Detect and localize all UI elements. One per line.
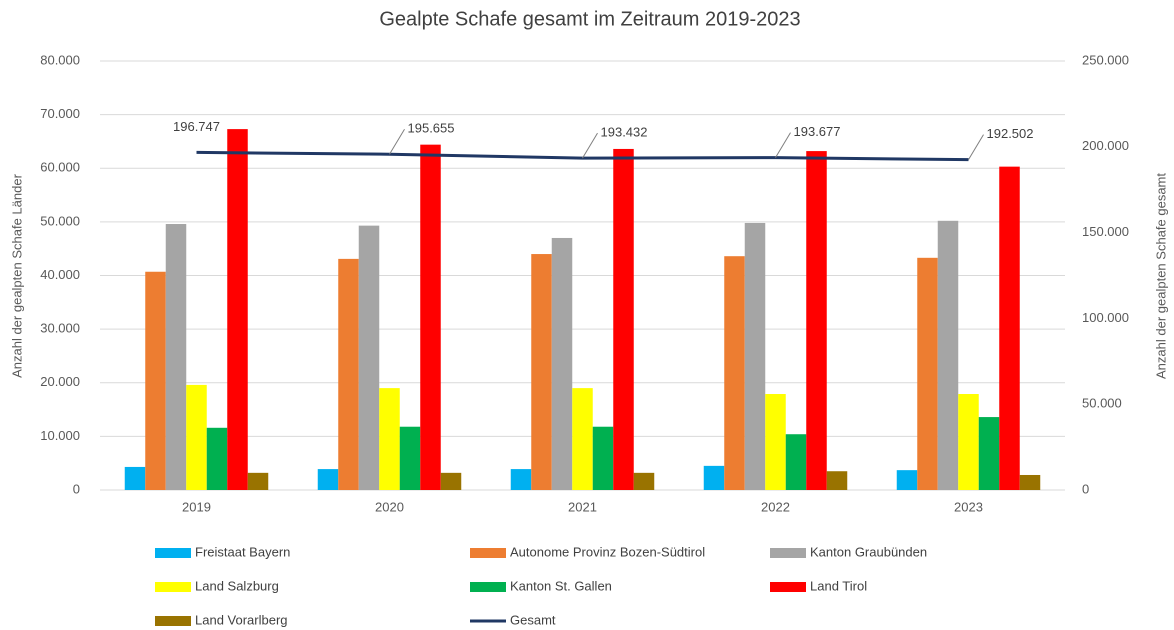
legend-label: Autonome Provinz Bozen-Südtirol: [510, 544, 705, 559]
y-tick-label: 80.000: [40, 52, 80, 67]
bar: [165, 224, 187, 490]
bar: [806, 151, 827, 490]
bar: [592, 426, 614, 490]
y2-tick-label: 150.000: [1082, 224, 1129, 239]
y-tick-label: 20.000: [40, 374, 80, 389]
y2-tick-label: 50.000: [1082, 396, 1122, 411]
leader-line: [968, 134, 984, 160]
bar: [440, 472, 462, 490]
line: [196, 150, 969, 162]
x-tick-label: 2023: [954, 499, 983, 514]
bar: [206, 427, 228, 490]
x-tick-label: 2020: [375, 499, 404, 514]
legend-label: Land Vorarlberg: [195, 612, 288, 627]
bar: [937, 220, 959, 491]
legend-swatch: [770, 582, 806, 592]
y-tick-label: 10.000: [40, 428, 80, 443]
legend-label: Kanton St. Gallen: [510, 578, 612, 593]
legend-label: Land Tirol: [810, 578, 867, 593]
bar: [765, 394, 786, 490]
bar: [145, 271, 166, 490]
legend-swatch: [155, 582, 191, 592]
bar: [531, 254, 552, 490]
bar: [978, 417, 1000, 490]
bar: [917, 257, 938, 490]
chart-title: Gealpte Schafe gesamt im Zeitraum 2019-2…: [379, 8, 800, 30]
bar: [958, 394, 979, 490]
bar: [379, 388, 400, 490]
legend-label: Freistaat Bayern: [195, 544, 290, 559]
data-label: 195.655: [408, 121, 455, 136]
y-tick-label: 50.000: [40, 213, 80, 228]
y-tick-label: 30.000: [40, 321, 80, 336]
y2-tick-label: 0: [1082, 481, 1089, 496]
bar: [124, 466, 146, 490]
y-tick-label: 70.000: [40, 106, 80, 121]
bar: [633, 472, 655, 490]
data-label: 193.677: [794, 124, 841, 139]
legend-swatch: [470, 548, 506, 558]
bar: [613, 148, 634, 490]
bar: [186, 384, 207, 490]
bar: [703, 465, 725, 490]
bar: [999, 166, 1020, 491]
legend-swatch: [770, 548, 806, 558]
x-tick-label: 2019: [182, 499, 211, 514]
bar: [358, 225, 380, 490]
legend-label: Gesamt: [510, 612, 556, 627]
y2-tick-label: 200.000: [1082, 138, 1129, 153]
bar: [420, 144, 441, 490]
bar: [510, 469, 532, 490]
bar: [338, 258, 359, 490]
bar: [227, 129, 248, 490]
bar: [744, 222, 766, 490]
bar: [896, 470, 918, 490]
bar: [551, 237, 573, 490]
y-tick-label: 60.000: [40, 160, 80, 175]
bar: [724, 256, 745, 490]
legend-label: Kanton Graubünden: [810, 544, 927, 559]
y-tick-label: 0: [73, 481, 80, 496]
bar: [785, 434, 807, 490]
y2-tick-label: 250.000: [1082, 52, 1129, 67]
legend-swatch: [470, 582, 506, 592]
x-tick-label: 2022: [761, 499, 790, 514]
bar: [399, 426, 421, 490]
y-tick-label: 40.000: [40, 267, 80, 282]
bar: [826, 471, 848, 490]
data-label: 192.502: [987, 126, 1034, 141]
legend-label: Land Salzburg: [195, 578, 279, 593]
bar: [317, 469, 339, 490]
y2-tick-label: 100.000: [1082, 310, 1129, 325]
legend-swatch: [155, 548, 191, 558]
bar: [247, 472, 269, 490]
legend-swatch: [155, 616, 191, 626]
bar: [1019, 474, 1041, 490]
y-axis-title: Anzahl der gealpten Schafe Länder: [9, 173, 24, 377]
x-tick-label: 2021: [568, 499, 597, 514]
leader-line: [389, 128, 405, 155]
data-label: 193.432: [601, 125, 648, 140]
leader-line: [775, 132, 791, 158]
data-label: 196.747: [173, 119, 220, 134]
bar: [572, 388, 593, 490]
leader-line: [582, 132, 598, 159]
y2-axis-title: Anzahl der gealpten Schafe gesamt: [1153, 173, 1168, 379]
